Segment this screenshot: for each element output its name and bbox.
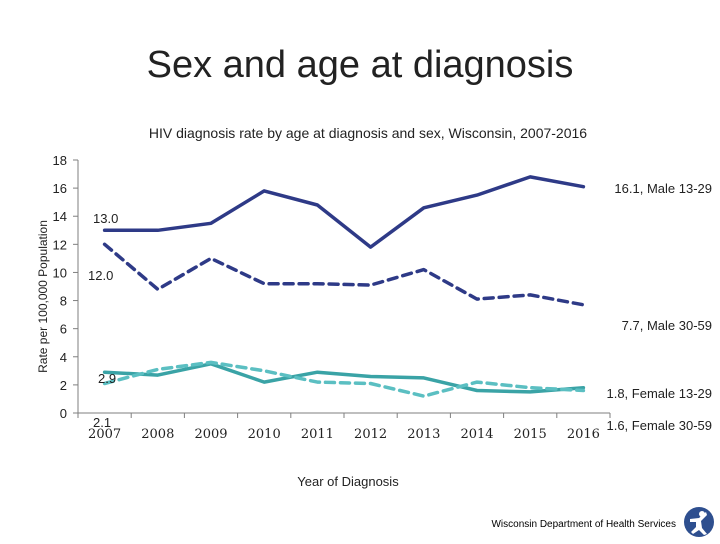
series-line-male-13-29 (102, 175, 586, 249)
start-label-female-13-29: 2.9 (98, 371, 116, 386)
x-tick-label-2009: 2009 (194, 427, 227, 442)
series-line-female-13-29 (102, 362, 586, 394)
chart-title: HIV diagnosis rate by age at diagnosis a… (149, 125, 587, 141)
end-label-male-13-29: 16.1, Male 13-29 (614, 181, 712, 196)
y-tick-label-10: 10 (53, 265, 67, 280)
x-tick-label-2008: 2008 (141, 427, 174, 442)
x-tick-label-2011: 2011 (301, 427, 334, 442)
end-label-female-13-29: 1.8, Female 13-29 (606, 386, 712, 401)
footer-credit: Wisconsin Department of Health Services (491, 519, 676, 530)
x-tick-label-2007: 2007 (88, 427, 121, 442)
x-tick-label-2014: 2014 (460, 427, 493, 442)
y-tick-label-4: 4 (60, 350, 67, 365)
y-tick-label-2: 2 (60, 378, 67, 393)
y-tick-label-12: 12 (53, 237, 67, 252)
start-label-male-30-59: 12.0 (88, 268, 113, 283)
y-tick-label-8: 8 (60, 294, 67, 309)
y-tick-label-6: 6 (60, 322, 67, 337)
series-line-female-30-59 (102, 360, 586, 398)
y-axis-label: Rate per 100,000 Population (36, 220, 50, 373)
x-tick-label-2015: 2015 (514, 427, 547, 442)
dhs-logo-icon (682, 505, 716, 539)
end-label-male-30-59: 7.7, Male 30-59 (622, 318, 712, 333)
x-tick-label-2016: 2016 (567, 427, 600, 442)
start-label-male-13-29: 13.0 (93, 211, 118, 226)
x-tick-label-2012: 2012 (354, 427, 387, 442)
series-line-male-30-59 (102, 242, 586, 307)
x-axis-label: Year of Diagnosis (297, 474, 399, 489)
start-label-female-30-59: 2.1 (93, 415, 111, 430)
y-tick-label-14: 14 (53, 209, 67, 224)
x-tick-label-2010: 2010 (248, 427, 281, 442)
y-tick-label-18: 18 (53, 153, 67, 168)
y-tick-label-16: 16 (53, 181, 67, 196)
end-label-female-30-59: 1.6, Female 30-59 (606, 418, 712, 433)
y-tick-label-0: 0 (60, 406, 67, 421)
slide-title: Sex and age at diagnosis (146, 44, 574, 86)
x-tick-label-2013: 2013 (407, 427, 440, 442)
